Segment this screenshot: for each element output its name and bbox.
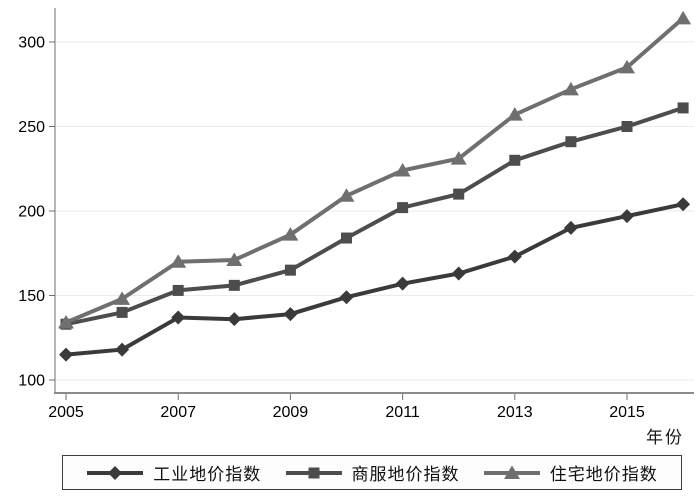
industrial-series-sample-icon [87,465,144,480]
legend-entry-industrial: 工业地价指数 [86,460,261,485]
square-marker [397,202,409,214]
triangle-marker [170,254,187,268]
x-tick-label: 2009 [273,404,309,421]
triangle-marker [562,81,579,96]
diamond-marker [108,465,123,480]
legend-entry-commercial: 商服地价指数 [285,460,460,485]
diamond-marker [563,220,578,235]
diamond-marker [339,290,354,305]
y-tick-label: 250 [18,119,45,136]
y-tick-label: 300 [18,35,45,52]
triangle-marker [503,465,520,479]
diamond-marker [620,209,634,224]
chart-legend: 工业地价指数 商服地价指数 住宅地价指数 [62,455,682,490]
square-marker [172,284,184,296]
x-tick-label: 2005 [48,404,84,421]
series-2 [58,10,692,329]
legend-label-residential: 住宅地价指数 [549,465,658,484]
square-marker [308,467,319,478]
square-marker [116,306,128,318]
square-marker [284,264,296,276]
diamond-marker [395,276,410,291]
triangle-marker [394,162,411,177]
line-chart-plot: 100 150 200 250 300 2005 2007 2009 2011 2013 2015 [18,8,694,421]
diamond-marker [507,249,522,264]
x-tick-label: 2015 [609,404,645,421]
commercial-series-sample-icon [285,467,342,478]
triangle-marker [450,151,467,165]
diamond-marker [171,310,186,325]
triangle-marker [114,291,131,305]
triangle-marker [506,107,523,121]
x-axis-title: 年份 [646,428,684,447]
y-tick-label: 200 [18,204,45,221]
legend-label-commercial: 商服地价指数 [351,465,460,484]
square-marker [677,102,689,114]
square-marker [228,279,240,291]
square-marker [565,136,577,148]
square-marker [621,121,633,132]
diamond-marker [59,347,73,362]
y-tick-label: 100 [18,373,45,390]
diamond-marker [227,312,242,327]
x-tick-label: 2007 [160,404,196,421]
residential-series-sample-icon [483,465,540,479]
triangle-marker [338,188,355,202]
series-line-2 [65,16,685,325]
square-marker [509,154,521,166]
series-0 [59,197,691,362]
square-marker [453,188,465,200]
diamond-marker [676,197,691,212]
diamond-marker [283,307,298,322]
x-tick-label: 2011 [385,404,420,421]
square-marker [341,232,352,244]
diamond-marker [115,342,130,357]
triangle-marker [226,252,243,267]
legend-entry-residential: 住宅地价指数 [483,460,658,485]
triangle-marker [675,10,692,25]
diamond-marker [451,266,466,281]
x-tick-label: 2013 [497,404,533,421]
triangle-marker [282,227,299,241]
series-line-1 [65,106,684,327]
legend-label-industrial: 工业地价指数 [153,465,262,484]
y-tick-label: 150 [18,288,45,305]
triangle-marker [58,315,74,329]
series-line-0 [65,202,684,357]
triangle-marker [619,59,635,74]
